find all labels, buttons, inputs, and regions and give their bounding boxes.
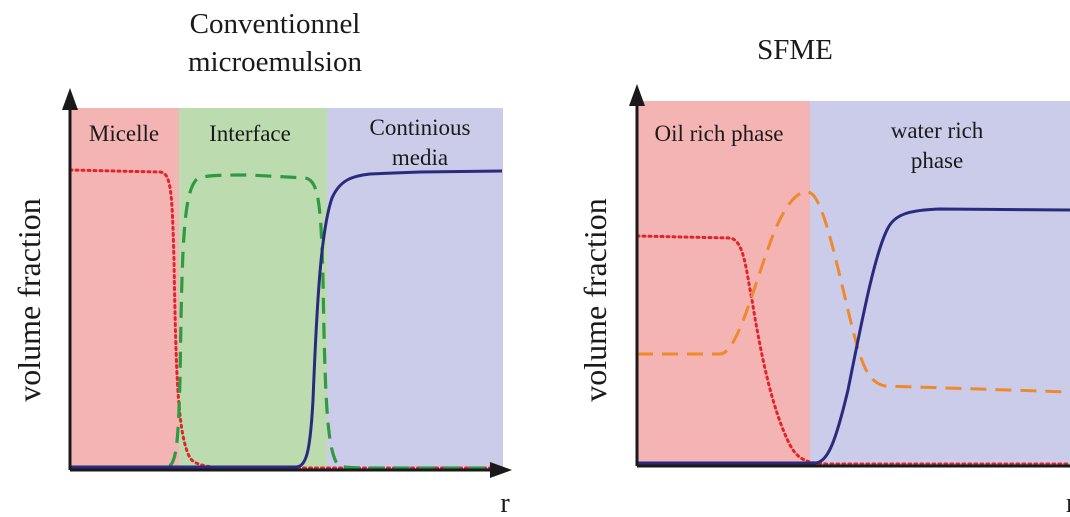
right-title: SFME — [757, 34, 833, 66]
right-oil-curve — [635, 234, 1070, 466]
continuous-media-region — [327, 108, 503, 470]
right-x-axis-label: r — [1066, 488, 1070, 517]
left-continuous-curve — [70, 169, 503, 469]
left-panel: Conventionnel microemulsion Micelle Inte… — [11, 8, 512, 517]
left-y-axis-arrowhead — [62, 88, 78, 110]
water-rich-phase-label-line1: water rich — [891, 118, 984, 143]
right-water-curve — [637, 207, 1070, 465]
oil-rich-phase-region — [637, 101, 810, 467]
water-rich-phase-region — [810, 101, 1070, 467]
left-interface-curve — [70, 173, 502, 470]
continuous-media-label-line2: media — [392, 145, 448, 170]
right-panel: SFME Oil rich phase water rich phase vol… — [577, 34, 1070, 517]
interface-label: Interface — [209, 121, 291, 146]
left-x-axis-arrowhead — [490, 462, 512, 478]
oil-rich-phase-label: Oil rich phase — [654, 121, 783, 146]
left-micelle-curve — [68, 168, 504, 470]
left-x-axis-label: r — [500, 488, 510, 517]
right-y-axis-label: volume fraction — [577, 198, 613, 401]
interface-region — [179, 108, 327, 470]
water-rich-phase-label-line2: phase — [911, 148, 963, 173]
left-y-axis-label: volume fraction — [11, 198, 47, 401]
continuous-media-label-line1: Continious — [370, 115, 471, 140]
micelle-region — [70, 108, 179, 470]
right-interface-curve — [637, 190, 1070, 394]
left-title-line2: microemulsion — [188, 46, 362, 78]
left-title-line1: Conventionnel — [190, 8, 361, 40]
micelle-label: Micelle — [89, 121, 159, 146]
right-y-axis-arrowhead — [629, 84, 645, 106]
